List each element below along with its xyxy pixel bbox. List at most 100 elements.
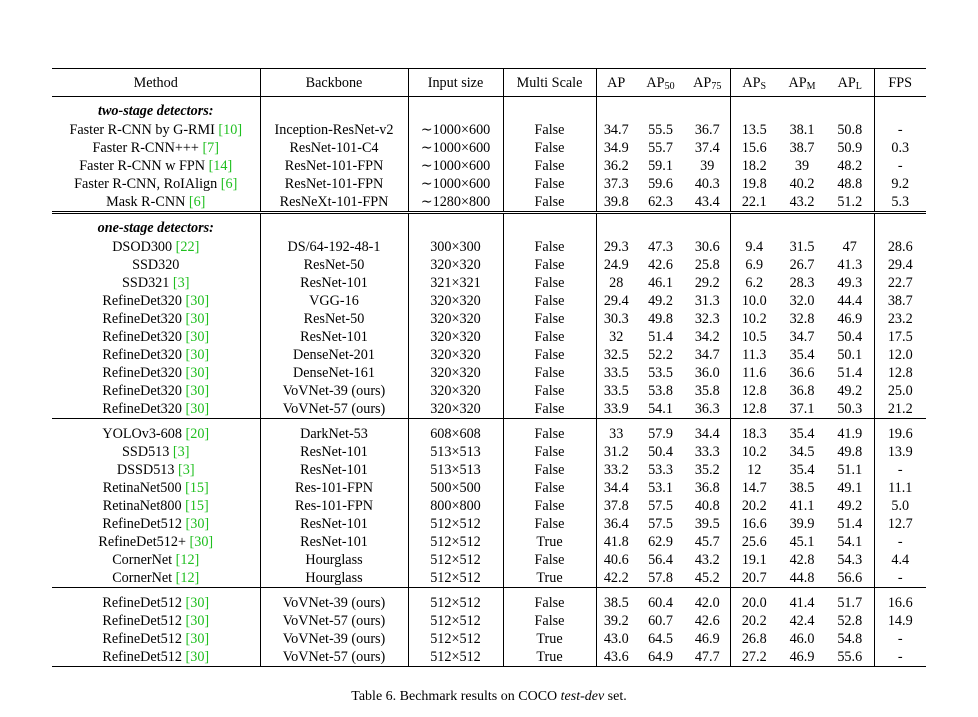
citation-link[interactable]: [3] xyxy=(172,275,190,291)
cell-backbone: ResNet-101 xyxy=(259,274,408,292)
cell-aps: 18.2 xyxy=(729,157,778,175)
citation-link[interactable]: [6] xyxy=(220,176,238,192)
group-spacer-cell xyxy=(826,97,874,122)
cell-aps: 9.4 xyxy=(729,238,778,256)
group-header-row: one-stage detectors: xyxy=(52,211,926,238)
cell-apl: 44.4 xyxy=(837,293,863,309)
cell-ap: 41.8 xyxy=(595,533,636,551)
method-name: SSD513 xyxy=(122,444,173,460)
cell-aps: 14.7 xyxy=(729,479,778,497)
header-apm: APM xyxy=(778,68,826,97)
cell-backbone: Res-101-FPN xyxy=(259,479,408,497)
cell-fps: 12.8 xyxy=(873,364,926,382)
cell-ap50: 53.5 xyxy=(648,365,673,381)
citation-link[interactable]: [30] xyxy=(185,329,210,345)
cell-apl: 51.7 xyxy=(826,587,874,612)
cell-ap75: 32.3 xyxy=(694,311,720,327)
citation-link[interactable]: [30] xyxy=(185,311,210,327)
cell-ap: 29.3 xyxy=(595,238,636,256)
cell-aps: 19.8 xyxy=(729,175,778,193)
citation-link[interactable]: [30] xyxy=(185,516,210,532)
method-name: RetinaNet800 xyxy=(102,498,186,514)
cell-input-size: 500×500 xyxy=(407,479,503,497)
citation-link[interactable]: [30] xyxy=(185,595,210,611)
citation-link[interactable]: [14] xyxy=(208,158,233,174)
citation-link[interactable]: [15] xyxy=(185,498,209,514)
cell-apm: 36.8 xyxy=(789,383,815,399)
cell-multi-scale: True xyxy=(502,569,596,588)
citation-link[interactable]: [3] xyxy=(178,462,195,478)
header-fps: FPS xyxy=(873,68,926,97)
cell-backbone: VoVNet-39 (ours) xyxy=(259,630,408,648)
citation-link[interactable]: [30] xyxy=(185,631,210,647)
citation-link[interactable]: [15] xyxy=(185,480,209,496)
cell-aps: 12.8 xyxy=(729,382,778,400)
citation-link[interactable]: [10] xyxy=(218,122,243,138)
cell-ap50: 53.1 xyxy=(648,480,673,496)
cell-multi-scale: False xyxy=(502,400,596,419)
table-row: RefineDet512 [30] ResNet-101 512×512 False 3… xyxy=(52,515,926,533)
cell-method: RefineDet320 [30] xyxy=(52,346,260,364)
citation-link[interactable]: [30] xyxy=(185,401,210,417)
cell-aps: 10.5 xyxy=(729,328,778,346)
cell-ap50: 55.5 xyxy=(648,122,673,138)
cell-fps: 29.4 xyxy=(873,256,926,274)
citation-link[interactable]: [30] xyxy=(189,534,214,550)
group-spacer-cell xyxy=(778,97,826,122)
cell-apl: 48.2 xyxy=(837,158,863,174)
cell-fps: 38.7 xyxy=(873,292,926,310)
citation-link[interactable]: [7] xyxy=(202,140,219,156)
method-name: RefineDet512 xyxy=(102,631,186,647)
citation-link[interactable]: [30] xyxy=(185,649,210,665)
cell-method: SSD513 [3] xyxy=(52,443,260,461)
cell-aps: 11.6 xyxy=(729,364,778,382)
cell-ap50: 62.3 xyxy=(648,194,673,210)
cell-ap75: 39 xyxy=(700,158,715,174)
table-row: Faster R-CNN+++ [7] ResNet-101-C4 ∼1000×60… xyxy=(52,139,926,157)
citation-link[interactable]: [30] xyxy=(185,347,210,363)
header-row: Method Backbone Input size Multi Scale A… xyxy=(52,68,926,97)
citation-link[interactable]: [30] xyxy=(185,293,210,309)
cell-aps: 6.9 xyxy=(729,256,778,274)
citation-link[interactable]: [20] xyxy=(185,426,210,442)
cell-fps: - xyxy=(873,569,926,588)
citation-link[interactable]: [22] xyxy=(175,239,200,255)
table-row: RefineDet320 [30] VoVNet-57 (ours) 320×320… xyxy=(52,400,926,419)
table-row: RefineDet320 [30] VGG-16 320×320 False 29.4 4… xyxy=(52,292,926,310)
citation-link[interactable]: [30] xyxy=(185,365,210,381)
cell-input-size: 800×800 xyxy=(407,497,503,515)
cell-ap: 34.9 xyxy=(595,139,636,157)
cell-apm: 42.4 xyxy=(789,613,815,629)
method-name: RefineDet320 xyxy=(102,383,186,399)
cell-ap75: 39.5 xyxy=(694,516,720,532)
cell-ap: 29.4 xyxy=(595,292,636,310)
table-row: SSD321 [3] ResNet-101 321×321 False 28 46.1 29… xyxy=(52,274,926,292)
cell-method: RefineDet512 [30] xyxy=(52,612,260,630)
cell-apm: 41.4 xyxy=(778,587,826,612)
cell-apm: 39.9 xyxy=(789,516,815,532)
cell-method: YOLOv3-608 [20] xyxy=(52,418,260,443)
cell-aps: 18.3 xyxy=(729,418,778,443)
method-name: RefineDet320 xyxy=(102,401,186,417)
method-name: DSOD300 xyxy=(112,239,176,255)
cell-ap50: 57.8 xyxy=(648,570,673,586)
citation-link[interactable]: [30] xyxy=(185,613,210,629)
table-row: RefineDet320 [30] ResNet-50 320×320 False 30… xyxy=(52,310,926,328)
cell-ap50: 42.6 xyxy=(648,257,673,273)
cell-aps: 27.2 xyxy=(729,648,778,667)
citation-link[interactable]: [3] xyxy=(172,444,190,460)
cell-aps: 20.7 xyxy=(729,569,778,588)
citation-link[interactable]: [12] xyxy=(175,570,200,586)
table-row: Faster R-CNN by G-RMI [10] Inception-ResN… xyxy=(52,121,926,139)
cell-method: RetinaNet800 [15] xyxy=(52,497,260,515)
cell-ap75: 31.3 xyxy=(694,293,720,309)
citation-link[interactable]: [12] xyxy=(175,552,200,568)
cell-multi-scale: False xyxy=(502,292,596,310)
citation-link[interactable]: [30] xyxy=(185,383,210,399)
citation-link[interactable]: [6] xyxy=(188,194,206,210)
table-row: RefineDet320 [30] DenseNet-161 320×320 Fals… xyxy=(52,364,926,382)
group-spacer-cell xyxy=(502,96,596,121)
cell-input-size: 512×512 xyxy=(407,515,503,533)
cell-multi-scale: False xyxy=(502,497,596,515)
cell-ap75: 34.2 xyxy=(694,329,720,345)
